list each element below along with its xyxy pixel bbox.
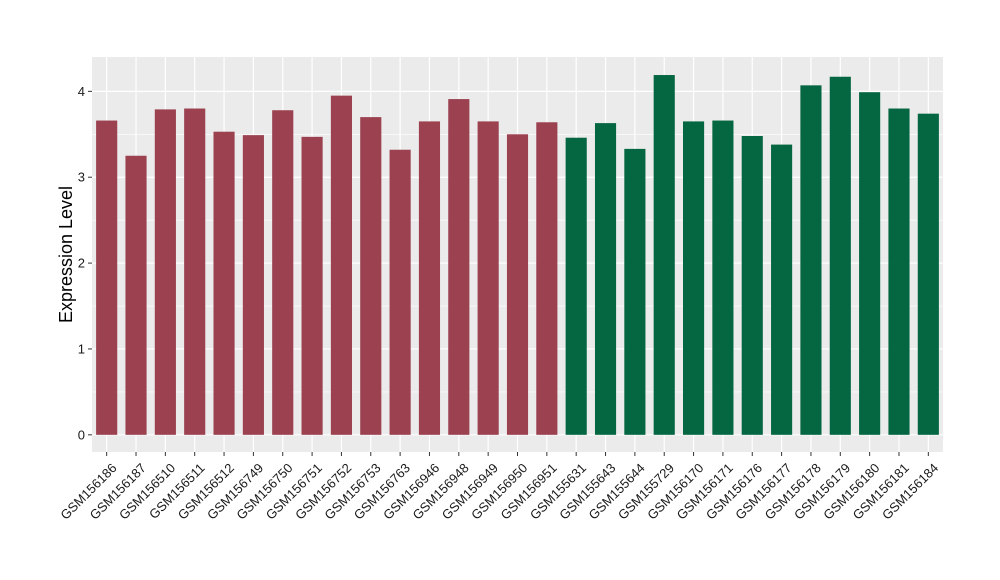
y-axis: 0 1 2 3 4: [78, 84, 92, 442]
y-axis-title: Expression Level: [56, 186, 76, 323]
y-tick-label: 3: [78, 170, 85, 185]
bar: [154, 109, 176, 435]
bar: [125, 155, 147, 435]
bar: [506, 134, 529, 435]
bar: [96, 120, 118, 435]
bar: [859, 92, 881, 435]
bar: [418, 121, 441, 435]
bar: [594, 123, 617, 435]
bar: [712, 120, 734, 435]
bar: [917, 113, 939, 435]
bar: [448, 99, 470, 435]
bar: [272, 110, 294, 435]
y-tick-label: 1: [78, 341, 85, 356]
bars: [96, 75, 939, 435]
bar: [536, 122, 558, 435]
bar: [213, 131, 235, 435]
x-axis: GSM156186GSM156187GSM156510GSM156511GSM1…: [57, 452, 941, 523]
bar: [565, 137, 587, 435]
y-tick-label: 0: [78, 427, 85, 442]
y-tick-label: 4: [78, 84, 85, 99]
bar: [389, 149, 411, 435]
bar: [653, 75, 675, 435]
bar: [771, 144, 793, 435]
bar: [741, 136, 763, 435]
bar: [800, 85, 822, 435]
bar: [330, 95, 352, 435]
bar: [477, 121, 499, 435]
bar: [360, 117, 382, 435]
bar: [184, 108, 206, 435]
y-tick-label: 2: [78, 256, 85, 271]
bar: [624, 148, 646, 435]
bar: [683, 121, 705, 435]
bar: [829, 76, 851, 435]
bar: [242, 135, 264, 435]
bar: [301, 136, 323, 435]
bar: [888, 108, 910, 435]
